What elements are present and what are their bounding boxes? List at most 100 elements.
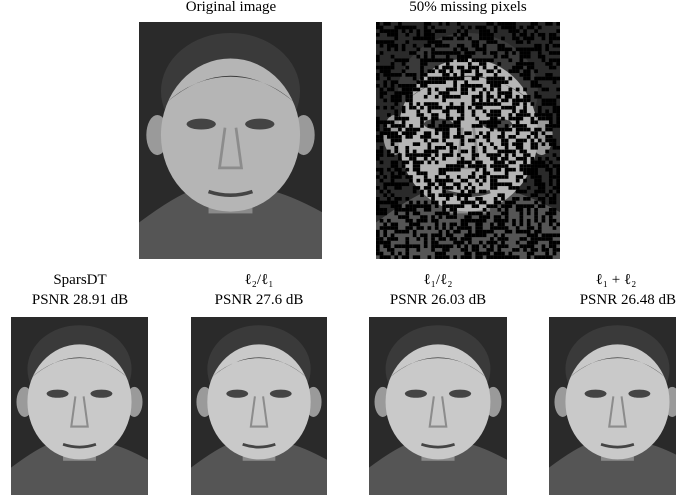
image-detail xyxy=(453,208,457,212)
image-detail xyxy=(420,117,424,121)
image-detail xyxy=(428,193,432,197)
image-detail xyxy=(439,106,443,110)
image-detail xyxy=(527,208,531,212)
image-detail xyxy=(409,226,413,230)
image-detail xyxy=(461,88,465,92)
image-detail xyxy=(534,48,538,52)
image-detail xyxy=(483,44,487,48)
image-detail xyxy=(549,201,553,205)
image-detail xyxy=(446,22,450,26)
image-detail xyxy=(472,171,476,175)
image-detail xyxy=(516,197,520,201)
image-detail xyxy=(435,175,439,179)
image-detail xyxy=(520,73,524,77)
image-detail xyxy=(464,201,468,205)
image-detail xyxy=(435,201,439,205)
image-detail xyxy=(520,117,524,121)
image-detail xyxy=(405,128,409,132)
image-detail xyxy=(508,182,512,186)
image-detail xyxy=(486,255,490,259)
image-detail xyxy=(556,106,560,110)
image-detail xyxy=(556,44,560,48)
image-detail xyxy=(549,197,553,201)
image-detail xyxy=(442,91,446,95)
image-detail xyxy=(409,124,413,128)
image-detail xyxy=(405,153,409,157)
image-detail xyxy=(446,193,450,197)
image-detail xyxy=(391,88,395,92)
image-detail xyxy=(468,37,472,41)
image-detail xyxy=(450,215,454,219)
image-detail xyxy=(464,55,468,59)
image-detail xyxy=(413,223,417,227)
image-detail xyxy=(405,255,409,259)
image-detail xyxy=(490,128,494,132)
image-detail xyxy=(380,161,384,165)
image-detail xyxy=(413,153,417,157)
image-detail xyxy=(442,212,446,216)
image-detail xyxy=(461,106,465,110)
image-detail xyxy=(527,51,531,55)
image-detail xyxy=(534,84,538,88)
image-detail xyxy=(446,248,450,252)
image-detail xyxy=(523,73,527,77)
image-detail xyxy=(439,230,443,234)
image-detail xyxy=(446,91,450,95)
image-detail xyxy=(380,44,384,48)
image-detail xyxy=(416,110,420,114)
image-detail xyxy=(505,22,509,26)
image-detail xyxy=(457,193,461,197)
image-detail xyxy=(416,204,420,208)
image-detail xyxy=(435,128,439,132)
image-detail xyxy=(512,99,516,103)
image-detail xyxy=(416,244,420,248)
image-detail xyxy=(383,241,387,245)
image-detail xyxy=(435,80,439,84)
image-detail xyxy=(486,252,490,256)
image-detail xyxy=(538,164,542,168)
image-detail xyxy=(442,77,446,81)
image-detail xyxy=(538,84,542,88)
image-detail xyxy=(520,230,524,234)
image-detail xyxy=(453,95,457,99)
image-detail xyxy=(479,106,483,110)
image-detail xyxy=(405,208,409,212)
image-detail xyxy=(479,233,483,237)
image-detail xyxy=(446,135,450,139)
image-detail xyxy=(508,113,512,117)
image-detail xyxy=(483,33,487,37)
image-detail xyxy=(376,168,380,172)
image-detail xyxy=(486,230,490,234)
image-detail xyxy=(553,164,557,168)
image-detail xyxy=(505,91,509,95)
image-detail xyxy=(549,182,553,186)
image-detail xyxy=(424,84,428,88)
image-detail xyxy=(508,255,512,259)
image-detail xyxy=(428,88,432,92)
image-detail xyxy=(394,80,398,84)
image-detail xyxy=(439,124,443,128)
image-detail xyxy=(483,120,487,124)
image-detail xyxy=(553,110,557,114)
image-detail xyxy=(531,164,535,168)
image-detail xyxy=(394,124,398,128)
image-detail xyxy=(549,171,553,175)
image-detail xyxy=(549,212,553,216)
image-detail xyxy=(380,252,384,256)
image-detail xyxy=(416,48,420,52)
image-detail xyxy=(394,131,398,135)
image-detail xyxy=(468,190,472,194)
image-detail xyxy=(405,226,409,230)
image-detail xyxy=(405,66,409,70)
image-detail xyxy=(542,142,546,146)
image-detail xyxy=(391,95,395,99)
image-detail xyxy=(457,241,461,245)
image-detail xyxy=(505,215,509,219)
image-detail xyxy=(424,241,428,245)
image-detail xyxy=(376,212,380,216)
image-detail xyxy=(516,186,520,190)
image-detail xyxy=(424,139,428,143)
image-detail xyxy=(428,182,432,186)
image-detail xyxy=(508,186,512,190)
image-detail xyxy=(494,66,498,70)
